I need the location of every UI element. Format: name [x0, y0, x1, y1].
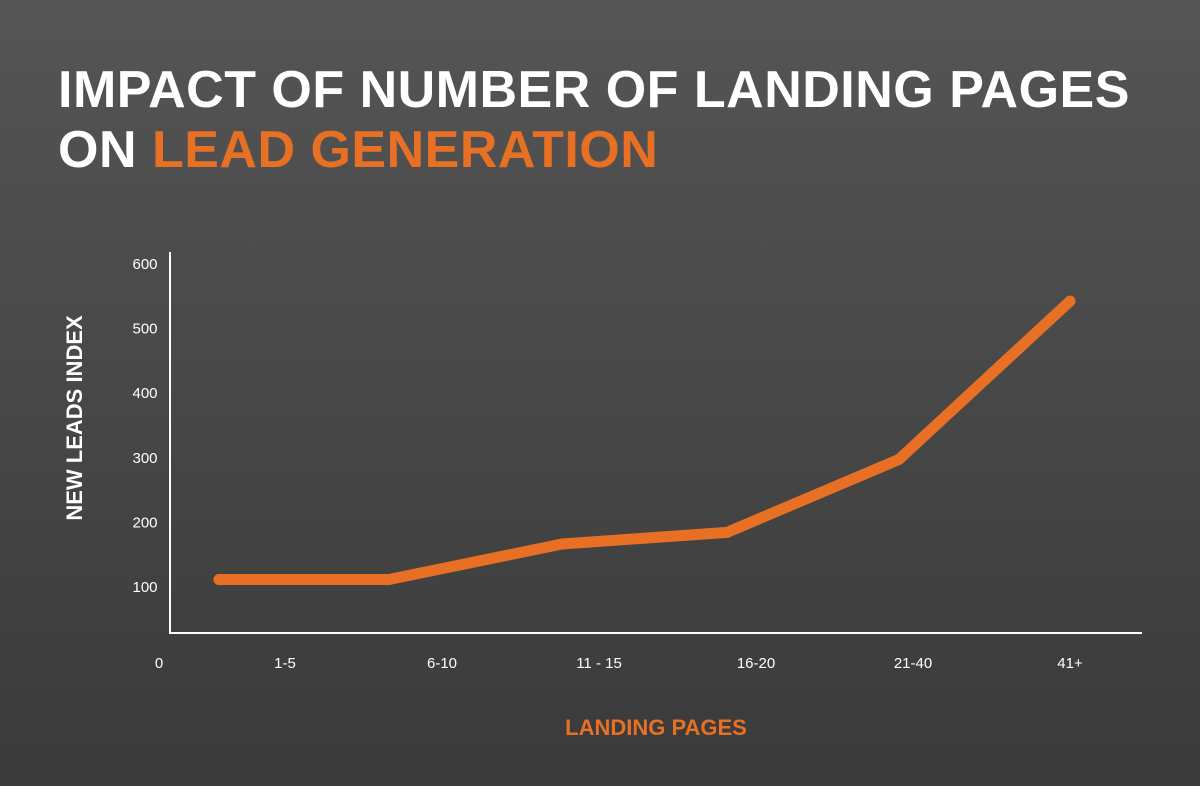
y-tick-label: 500: [132, 321, 157, 338]
x-tick-label: 41+: [1057, 655, 1083, 672]
x-tick-label: 16-20: [737, 655, 775, 672]
x-origin-label: 0: [155, 655, 163, 672]
x-tick-label: 11 - 15: [576, 655, 622, 672]
x-tick-label: 21-40: [894, 655, 932, 672]
chart-title-line2-accent: LEAD GENERATION: [151, 121, 659, 179]
y-tick-label: 400: [132, 385, 157, 402]
data-point: [383, 574, 395, 585]
data-point: [556, 538, 568, 550]
data-point: [213, 574, 225, 585]
y-tick-label: 600: [132, 256, 157, 273]
y-tick-label: 300: [132, 450, 157, 467]
chart-title-line1: IMPACT OF NUMBER OF LANDING PAGES: [58, 61, 1130, 119]
data-point: [893, 453, 905, 465]
y-axis-title: NEW LEADS INDEX: [62, 315, 87, 521]
x-axis-title: LANDING PAGES: [565, 715, 747, 740]
y-tick-label: 100: [132, 579, 157, 596]
x-tick-label: 1-5: [274, 655, 296, 672]
y-tick-label: 200: [132, 514, 157, 531]
x-tick-label: 6-10: [427, 655, 457, 672]
data-point: [1064, 295, 1076, 307]
data-point: [721, 526, 733, 538]
chart-title-line2-prefix: ON: [58, 121, 152, 179]
chart-title: IMPACT OF NUMBER OF LANDING PAGES ON LEA…: [58, 60, 1130, 180]
series-line: [213, 295, 1076, 585]
